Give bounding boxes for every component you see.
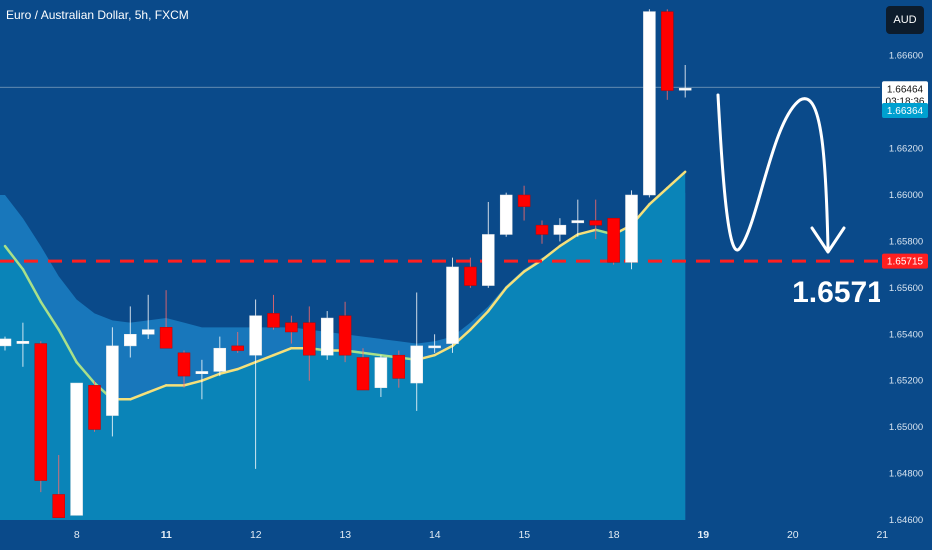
candle-body[interactable] (589, 220, 602, 226)
price-tick-label: 1.65200 (889, 376, 923, 387)
candle-body[interactable] (70, 382, 83, 516)
ma-value-tag-text: 1.66364 (887, 106, 924, 117)
ma-line-segment (57, 328, 78, 364)
candle-body[interactable] (553, 224, 567, 235)
ma-line-segment (487, 286, 508, 313)
ma-line-segment (361, 351, 383, 357)
candle-body[interactable] (249, 315, 262, 356)
time-tick-label: 21 (876, 529, 888, 541)
candle-body[interactable] (106, 345, 119, 416)
candle-body[interactable] (374, 357, 388, 388)
ma-line-segment (666, 170, 687, 190)
level-value-tag: 1.65715 (882, 253, 928, 269)
time-tick-label: 20 (787, 529, 799, 541)
candle-body[interactable] (320, 317, 334, 356)
candle-body[interactable] (571, 220, 585, 224)
currency-button[interactable]: AUD (886, 6, 924, 34)
ma-line-segment (39, 300, 60, 331)
price-tick-label: 1.64800 (889, 469, 923, 480)
time-axis-background (0, 522, 880, 550)
ma-line-segment (433, 344, 454, 357)
candle-body[interactable] (428, 345, 441, 349)
candle-body[interactable] (285, 322, 298, 333)
chart-title: Euro / Australian Dollar, 5h, FXCM (6, 8, 189, 22)
candle-body[interactable] (661, 11, 674, 91)
candle-body[interactable] (392, 354, 406, 379)
price-tick-label: 1.65800 (889, 236, 923, 247)
last-price-tag-text: 03:18:36 (886, 96, 925, 107)
candle-body[interactable] (88, 385, 101, 430)
time-tick-label: 15 (518, 529, 530, 541)
time-tick-label: 19 (697, 529, 709, 541)
price-tick-label: 1.65400 (889, 329, 923, 340)
candle-body[interactable] (464, 266, 477, 286)
ma-area (0, 171, 686, 521)
candle-body[interactable] (535, 224, 549, 235)
candle-body[interactable] (16, 341, 30, 344)
ma-line-segment (75, 360, 96, 385)
candle-body[interactable] (177, 352, 191, 377)
level-value-tag-text: 1.65715 (887, 257, 924, 268)
projection-path (716, 93, 830, 252)
ma-line-segment (576, 228, 597, 236)
candle-body[interactable] (195, 371, 209, 374)
candle-body[interactable] (0, 338, 12, 347)
ma-line-segment (254, 353, 275, 364)
candle-body[interactable] (446, 266, 459, 344)
ma-value-tag-box (882, 103, 928, 118)
ma-line-segment (469, 309, 490, 331)
candle-body[interactable] (607, 217, 620, 263)
candle-body[interactable] (678, 87, 692, 91)
candle-body[interactable] (267, 313, 280, 328)
candle-body[interactable] (499, 194, 513, 235)
time-tick-label: 14 (429, 529, 441, 541)
ma-line-segment (146, 384, 168, 394)
ma-line-segment (3, 244, 25, 271)
candle-body[interactable] (141, 329, 155, 335)
candle-body[interactable] (52, 494, 65, 518)
price-tick-label: 1.65000 (889, 422, 923, 433)
projection-arrowhead (810, 226, 846, 254)
ma-line-segment (540, 244, 562, 262)
candle-body[interactable] (303, 322, 316, 356)
price-tick-label: 1.66600 (889, 51, 923, 62)
ma-line-segment (21, 268, 43, 304)
ma-line-segment (236, 360, 257, 371)
time-tick-label: 12 (250, 529, 262, 541)
last-price-tag-text: 1.66464 (887, 84, 924, 95)
ma-line-segment (272, 346, 293, 357)
candle-body[interactable] (124, 334, 137, 347)
time-tick-label: 13 (339, 529, 351, 541)
candle-body[interactable] (213, 347, 227, 372)
time-tick-label: 11 (161, 529, 172, 541)
time-tick-label: 8 (74, 529, 80, 541)
price-tick-label: 1.66000 (889, 190, 923, 201)
candle-body[interactable] (410, 345, 423, 384)
ma-line-segment (558, 233, 580, 248)
price-tick-label: 1.64600 (889, 515, 923, 526)
ma-line-segment (200, 372, 222, 382)
candle-body[interactable] (356, 357, 370, 391)
ma-line-segment (648, 186, 669, 206)
candle-body[interactable] (517, 194, 531, 207)
target-price-label: 1.6571 (792, 276, 884, 309)
price-tick-label: 1.65600 (889, 283, 923, 294)
ma-line-segment (182, 379, 204, 387)
level-value-tag-box (882, 253, 928, 269)
candle-body[interactable] (231, 345, 244, 351)
candle-body[interactable] (34, 343, 48, 481)
candle-body[interactable] (159, 327, 173, 349)
candle-body[interactable] (482, 234, 495, 286)
price-tick-label: 1.66200 (889, 144, 923, 155)
candle-body[interactable] (643, 11, 656, 196)
ma-line-segment (129, 391, 150, 401)
time-tick-label: 18 (608, 529, 620, 541)
ma-value-tag: 1.66364 (882, 103, 928, 118)
ma-line-segment (218, 367, 239, 375)
ma-line-segment (504, 270, 526, 290)
candle-body[interactable] (625, 194, 638, 263)
candle-body[interactable] (338, 315, 352, 356)
